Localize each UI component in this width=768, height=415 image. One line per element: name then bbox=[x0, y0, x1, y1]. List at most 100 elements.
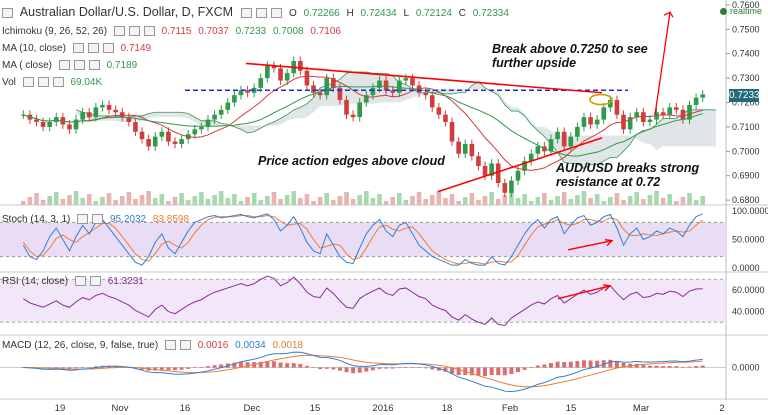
macd-hist-bar bbox=[364, 367, 369, 372]
volume-bar bbox=[456, 201, 461, 205]
vol-remove-icon[interactable] bbox=[52, 77, 64, 88]
candle-body bbox=[265, 65, 270, 79]
settings-toggle[interactable] bbox=[240, 7, 252, 18]
macd-hist-bar bbox=[647, 365, 652, 368]
volume-bar bbox=[324, 193, 330, 205]
volume-bar bbox=[621, 200, 626, 205]
macd-hist-bar bbox=[621, 362, 626, 368]
breakout-highlight bbox=[589, 93, 613, 106]
volume-bar bbox=[370, 198, 376, 205]
hide-toggle[interactable] bbox=[255, 7, 267, 18]
candle-body bbox=[561, 131, 567, 147]
ma10-hide-icon[interactable] bbox=[87, 43, 99, 54]
candle-body bbox=[482, 165, 488, 176]
candle-body bbox=[456, 141, 461, 154]
candle-body bbox=[476, 156, 481, 166]
rsi-label: RSI (14, close) bbox=[2, 276, 69, 287]
price-tick-label: 0.7600 bbox=[732, 0, 760, 10]
volume-bar bbox=[67, 195, 72, 205]
x-tick-label: 2 bbox=[719, 403, 724, 414]
stoch-settings-icon[interactable] bbox=[77, 214, 89, 225]
volume-bar bbox=[462, 197, 468, 205]
ichimoku-settings-icon[interactable] bbox=[113, 26, 125, 37]
candle-body bbox=[331, 78, 336, 88]
collapse-toggle[interactable] bbox=[2, 7, 13, 18]
vol-legend[interactable]: Vol 69.04K bbox=[2, 77, 106, 88]
x-tick-label: 15 bbox=[566, 403, 577, 414]
candle-body bbox=[594, 119, 600, 125]
volume-bar bbox=[429, 195, 435, 205]
macd-hist-bar bbox=[344, 367, 349, 373]
realtime-label: realtime bbox=[729, 6, 762, 16]
candle-body bbox=[588, 117, 593, 125]
stoch-remove-icon[interactable] bbox=[92, 214, 104, 225]
ichimoku-span-a bbox=[75, 71, 716, 169]
rsi-settings-icon[interactable] bbox=[74, 276, 86, 287]
macd-hist-bar bbox=[60, 367, 65, 369]
volume-bar bbox=[608, 197, 613, 205]
ma-close-settings-icon[interactable] bbox=[58, 60, 70, 71]
candle-body bbox=[509, 180, 514, 193]
ma10-settings-icon[interactable] bbox=[72, 43, 84, 54]
ma10-legend[interactable]: MA (10, close) 0.7149 bbox=[2, 43, 155, 54]
macd-hist-bar bbox=[291, 363, 296, 368]
ohlc-c-label: C bbox=[458, 8, 466, 19]
x-tick-label: Feb bbox=[502, 403, 518, 414]
vol-settings-icon[interactable] bbox=[22, 77, 34, 88]
macd-hist-bar bbox=[700, 365, 705, 368]
candle-body bbox=[443, 114, 448, 123]
rsi-legend[interactable]: RSI (14, close) 61.3231 bbox=[2, 276, 148, 287]
candle-body bbox=[515, 170, 521, 181]
x-tick-label: 19 bbox=[55, 403, 66, 414]
ichimoku-remove-icon[interactable] bbox=[143, 26, 155, 37]
macd-hist-bar bbox=[390, 367, 395, 369]
macd-hist-bar bbox=[502, 367, 507, 376]
macd-settings-icon[interactable] bbox=[164, 340, 176, 351]
ma-close-legend[interactable]: MA ( close) 0.7189 bbox=[2, 60, 141, 71]
ichimoku-legend[interactable]: Ichimoku (9, 26, 52, 26) 0.7115 0.7037 0… bbox=[2, 26, 345, 37]
macd-hist-bar bbox=[357, 367, 362, 373]
volume-bar bbox=[60, 199, 66, 205]
macd-hist-bar bbox=[614, 360, 619, 368]
macd-hist-bar bbox=[384, 367, 389, 369]
ohlc-h-label: H bbox=[346, 8, 354, 19]
candle-body bbox=[159, 131, 165, 137]
volume-bar bbox=[634, 192, 640, 205]
price-tick-label: 0.6800 bbox=[732, 195, 760, 205]
price-tick-label: 0.7100 bbox=[732, 122, 760, 132]
candle-body bbox=[568, 136, 574, 147]
macd-hist-bar bbox=[159, 367, 164, 370]
rsi-trend-arrow bbox=[557, 285, 611, 300]
candle-body bbox=[106, 104, 112, 110]
volume-bar bbox=[34, 193, 39, 205]
volume-bar bbox=[522, 194, 527, 205]
macd-hist-bar bbox=[549, 363, 553, 368]
ichimoku-label: Ichimoku (9, 26, 52, 26) bbox=[2, 26, 108, 37]
ichimoku-hide-icon[interactable] bbox=[128, 26, 140, 37]
macd-hist-bar bbox=[417, 367, 422, 368]
macd-remove-icon[interactable] bbox=[179, 340, 191, 351]
volume-bar bbox=[100, 197, 105, 205]
macd-line-value: 0.0034 bbox=[235, 340, 266, 351]
vol-hide-icon[interactable] bbox=[37, 77, 49, 88]
macd-hist-bar bbox=[469, 367, 474, 376]
macd-hist-bar bbox=[258, 361, 263, 368]
macd-hist-bar bbox=[443, 367, 448, 372]
remove-toggle[interactable] bbox=[270, 7, 282, 18]
candle-body bbox=[396, 80, 402, 93]
candle-body bbox=[700, 94, 706, 98]
macd-legend[interactable]: MACD (12, 26, close, 9, false, true) 0.0… bbox=[2, 340, 307, 351]
ma-close-hide-icon[interactable] bbox=[73, 60, 85, 71]
ma10-remove-icon[interactable] bbox=[102, 43, 114, 54]
ma-close-remove-icon[interactable] bbox=[88, 60, 100, 71]
rsi-remove-icon[interactable] bbox=[89, 276, 101, 287]
macd-hist-bar bbox=[595, 360, 600, 368]
volume-bar bbox=[205, 199, 211, 205]
volume-bar bbox=[47, 196, 52, 205]
volume-bar bbox=[660, 198, 666, 205]
macd-hist-bar bbox=[575, 361, 580, 368]
volume-bar bbox=[601, 201, 607, 205]
macd-hist-bar bbox=[496, 367, 501, 376]
stoch-legend[interactable]: Stoch (14, 3, 1) 95.2032 83.8598 bbox=[2, 214, 193, 225]
macd-hist-bar bbox=[450, 367, 455, 374]
